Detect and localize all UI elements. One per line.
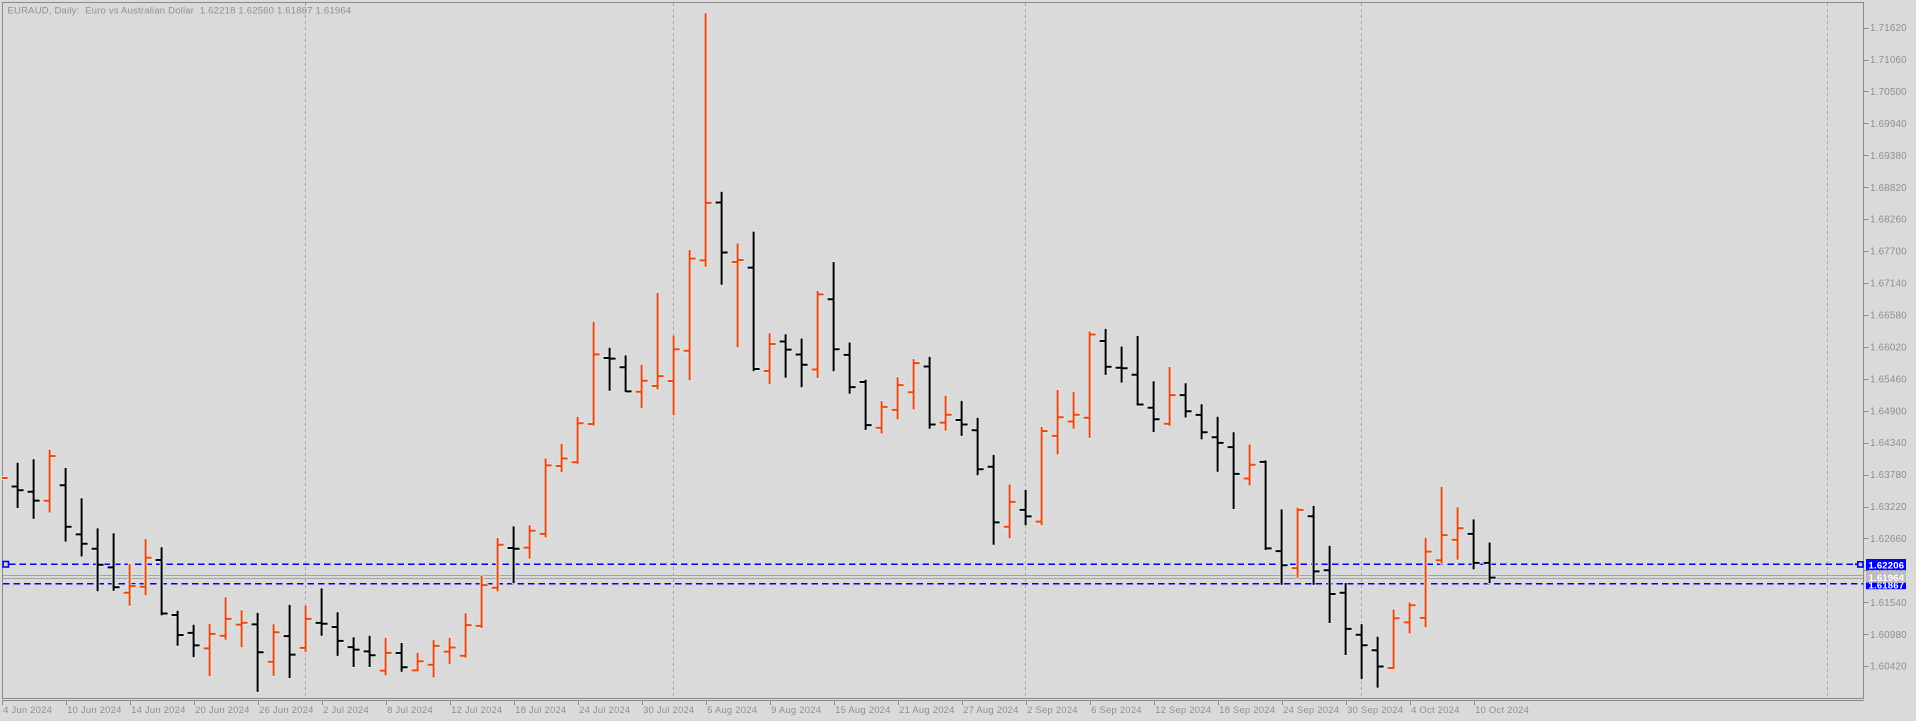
- svg-text:15 Aug 2024: 15 Aug 2024: [835, 705, 891, 716]
- svg-text:10 Jun 2024: 10 Jun 2024: [67, 705, 122, 716]
- svg-text:2 Sep 2024: 2 Sep 2024: [1027, 705, 1078, 716]
- svg-text:1.67140: 1.67140: [1870, 279, 1907, 290]
- svg-text:30 Jul 2024: 30 Jul 2024: [643, 705, 694, 716]
- svg-text:12 Sep 2024: 12 Sep 2024: [1155, 705, 1211, 716]
- svg-text:14 Jun 2024: 14 Jun 2024: [131, 705, 186, 716]
- svg-text:1.65460: 1.65460: [1870, 374, 1907, 385]
- svg-text:1.69940: 1.69940: [1870, 119, 1907, 130]
- svg-text:27 Aug 2024: 27 Aug 2024: [963, 705, 1019, 716]
- svg-text:30 Sep 2024: 30 Sep 2024: [1347, 705, 1403, 716]
- svg-text:1.66020: 1.66020: [1870, 342, 1907, 353]
- svg-text:2 Jul 2024: 2 Jul 2024: [323, 705, 369, 716]
- svg-text:18 Sep 2024: 18 Sep 2024: [1219, 705, 1275, 716]
- svg-text:1.67700: 1.67700: [1870, 247, 1907, 258]
- svg-text:1.68820: 1.68820: [1870, 183, 1907, 194]
- svg-text:1.68260: 1.68260: [1870, 215, 1907, 226]
- svg-text:1.63780: 1.63780: [1870, 470, 1907, 481]
- svg-text:1.61867: 1.61867: [1869, 580, 1905, 591]
- svg-text:5 Aug 2024: 5 Aug 2024: [707, 705, 757, 716]
- svg-text:1.62660: 1.62660: [1870, 534, 1907, 545]
- svg-text:20 Jun 2024: 20 Jun 2024: [195, 705, 250, 716]
- svg-text:21 Aug 2024: 21 Aug 2024: [899, 705, 955, 716]
- svg-text:1.69380: 1.69380: [1870, 151, 1907, 162]
- svg-text:8 Jul 2024: 8 Jul 2024: [387, 705, 433, 716]
- svg-text:1.71060: 1.71060: [1870, 55, 1907, 66]
- svg-text:1.64900: 1.64900: [1870, 406, 1907, 417]
- svg-text:10 Oct 2024: 10 Oct 2024: [1475, 705, 1529, 716]
- svg-text:1.63220: 1.63220: [1870, 502, 1907, 513]
- svg-text:4 Jun 2024: 4 Jun 2024: [3, 705, 52, 716]
- svg-text:1.60980: 1.60980: [1870, 630, 1907, 641]
- svg-text:1.64340: 1.64340: [1870, 438, 1907, 449]
- svg-text:1.66580: 1.66580: [1870, 311, 1907, 322]
- svg-text:6 Sep 2024: 6 Sep 2024: [1091, 705, 1142, 716]
- svg-text:4 Oct 2024: 4 Oct 2024: [1411, 705, 1459, 716]
- svg-text:12 Jul 2024: 12 Jul 2024: [451, 705, 502, 716]
- svg-text:1.62206: 1.62206: [1869, 561, 1905, 572]
- svg-text:1.61540: 1.61540: [1870, 598, 1907, 609]
- svg-text:1.71620: 1.71620: [1870, 23, 1907, 34]
- svg-text:EURAUD, Daily: Euro vs Austra: EURAUD, Daily: Euro vs Australian Dollar…: [8, 6, 352, 17]
- svg-text:1.60420: 1.60420: [1870, 662, 1907, 673]
- svg-text:1.70500: 1.70500: [1870, 87, 1907, 98]
- svg-text:26 Jun 2024: 26 Jun 2024: [259, 705, 314, 716]
- svg-text:24 Sep 2024: 24 Sep 2024: [1283, 705, 1339, 716]
- svg-text:18 Jul 2024: 18 Jul 2024: [515, 705, 566, 716]
- svg-text:9 Aug 2024: 9 Aug 2024: [771, 705, 821, 716]
- svg-text:1.61964: 1.61964: [1869, 573, 1905, 584]
- svg-text:24 Jul 2024: 24 Jul 2024: [579, 705, 630, 716]
